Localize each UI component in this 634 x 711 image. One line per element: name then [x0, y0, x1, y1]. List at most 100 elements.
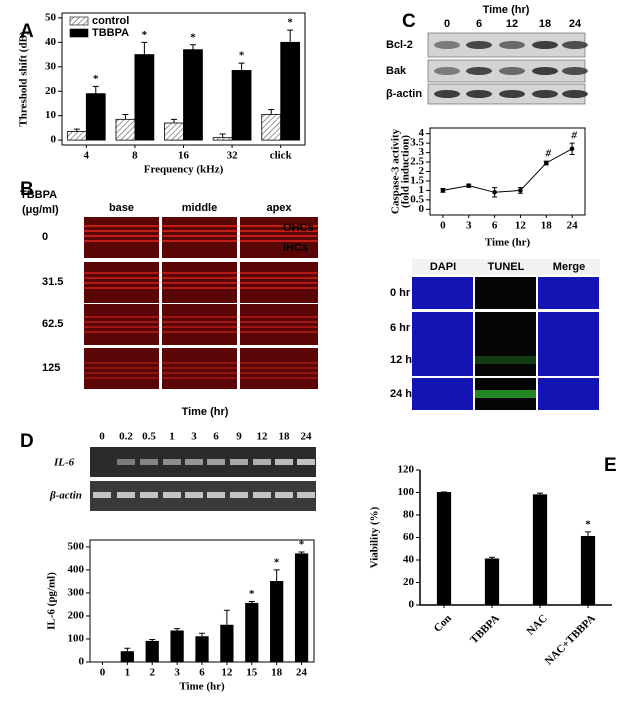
cell-label: OHCs — [283, 222, 314, 234]
cell-label: IHCs — [283, 242, 308, 254]
error-bar — [122, 113, 129, 120]
micrograph — [240, 304, 318, 345]
y-tick-label: 50 — [45, 11, 57, 23]
x-tick-label: TBBPA — [468, 612, 502, 646]
column-label: base — [109, 202, 134, 214]
panel-letter: B — [20, 179, 34, 200]
band — [434, 90, 460, 98]
bar — [85, 93, 106, 141]
y-tick-label: 200 — [68, 609, 85, 621]
x-tick-label: 24 — [296, 667, 308, 679]
bar — [294, 553, 309, 663]
micrograph — [240, 217, 318, 258]
cell-row — [84, 225, 159, 227]
y-tick-label: 1 — [419, 184, 425, 196]
cell-row — [162, 272, 237, 274]
band — [93, 492, 111, 498]
y-tick-label: 0 — [419, 203, 425, 215]
cell-row — [240, 230, 318, 232]
error-bar — [298, 551, 305, 554]
micrograph — [162, 304, 237, 345]
micrograph — [538, 277, 599, 309]
band — [230, 459, 248, 465]
cell-row — [240, 225, 318, 227]
legend-swatch — [69, 28, 89, 38]
band — [253, 492, 271, 498]
cell-row — [240, 362, 318, 364]
lane-label: 24 — [301, 431, 313, 443]
bar — [436, 492, 452, 606]
row-label: 24 hr — [390, 388, 417, 400]
significance-mark: * — [299, 539, 305, 551]
error-bar — [248, 600, 255, 604]
lane-label: 12 — [506, 18, 518, 30]
band — [499, 90, 525, 98]
x-tick-label: click — [270, 150, 293, 162]
x-axis-label: Frequency (kHz) — [144, 164, 224, 176]
row-label: 12 hr — [390, 354, 417, 366]
bar — [261, 114, 282, 141]
cell-row — [84, 377, 159, 379]
error-bar — [287, 29, 294, 43]
row-label: 0 hr — [390, 287, 411, 299]
band — [466, 90, 492, 98]
x-tick-label: 0 — [440, 220, 446, 232]
cell-row — [162, 326, 237, 328]
y-tick-label: 10 — [45, 109, 57, 121]
error-bar — [149, 638, 156, 642]
band — [466, 67, 492, 75]
cell-row — [240, 272, 318, 274]
band — [207, 492, 225, 498]
lane-label: 0.5 — [142, 431, 156, 443]
cell-row — [240, 331, 318, 333]
panel-letter: A — [20, 21, 34, 42]
cell-row — [162, 367, 237, 369]
x-tick-label: 3 — [466, 220, 472, 232]
band — [532, 90, 558, 98]
y-tick-label: 80 — [403, 509, 415, 521]
y-axis-label: Threshold shift (dB) — [18, 31, 30, 126]
error-bar — [268, 109, 275, 115]
band — [562, 41, 588, 49]
row-label: β-actin — [49, 490, 82, 502]
band — [297, 459, 315, 465]
x-tick-label: 6 — [199, 667, 205, 679]
x-axis-label: Time (hr) — [179, 681, 225, 693]
cell-row — [240, 377, 318, 379]
x-tick-label: NAC+TBBPA — [543, 612, 598, 667]
legend-label: control — [92, 15, 129, 27]
significance-mark: * — [142, 29, 148, 41]
bar — [231, 70, 252, 141]
band — [140, 492, 158, 498]
cell-row — [240, 277, 318, 279]
bar — [145, 640, 159, 663]
significance-mark: * — [190, 31, 196, 43]
micrograph — [84, 348, 159, 389]
y-tick-label: 0 — [409, 599, 415, 611]
error-bar — [223, 609, 230, 626]
legend-label: TBBPA — [92, 27, 129, 39]
column-label: middle — [182, 202, 217, 214]
panel-letter: E — [604, 455, 617, 476]
micrograph — [412, 344, 473, 376]
y-axis-label: Viability (%) — [369, 506, 381, 568]
significance-mark: * — [274, 556, 280, 568]
error-bar — [73, 128, 80, 132]
cell-row — [162, 321, 237, 323]
bar — [115, 118, 136, 141]
cell-row — [84, 230, 159, 232]
error-bar — [489, 556, 495, 559]
cell-row — [84, 367, 159, 369]
x-tick-label: 16 — [178, 150, 190, 162]
significance-mark: # — [545, 148, 552, 160]
group-label: TBBPA — [20, 189, 57, 201]
band — [207, 459, 225, 465]
point — [569, 146, 575, 152]
y-tick-label: 20 — [403, 576, 415, 588]
header-bar — [412, 259, 600, 275]
error-bar — [124, 647, 131, 652]
lane-label: 24 — [569, 18, 582, 30]
significance-mark: * — [93, 73, 99, 85]
column-label: DAPI — [430, 261, 456, 273]
